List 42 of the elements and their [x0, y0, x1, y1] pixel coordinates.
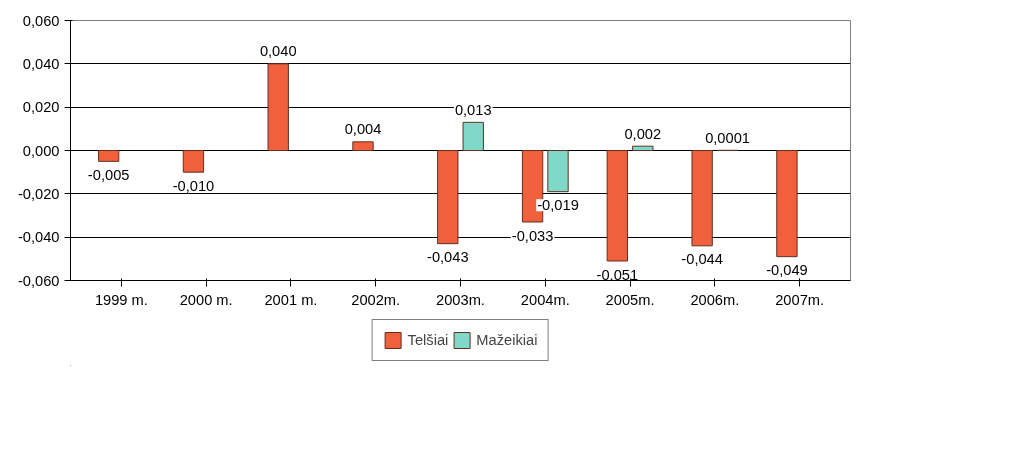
- y-tick-label: 0,040: [22, 55, 60, 72]
- y-tick-label: -0,040: [17, 229, 60, 246]
- data-label: 0,004: [344, 121, 382, 138]
- data-label: -0,033: [511, 227, 554, 244]
- y-tick-label: -0,020: [17, 185, 60, 202]
- x-tick-label: 2004m.: [520, 291, 570, 308]
- x-tick-label: 2003m.: [436, 291, 485, 308]
- x-tick-label: 2007m.: [775, 291, 825, 308]
- x-tick-label: 2002m.: [351, 291, 401, 308]
- data-label: -0,019: [537, 197, 579, 214]
- bar: [267, 63, 289, 151]
- x-tick-label: 2006m.: [690, 291, 740, 308]
- data-label: -0,044: [681, 251, 723, 268]
- legend-label: Mažeikiai: [476, 332, 538, 348]
- bar: [547, 150, 569, 193]
- y-tick-label: 0,000: [22, 142, 60, 159]
- bar: [691, 150, 713, 247]
- bar: [632, 145, 654, 151]
- y-tick-label: 0,020: [22, 99, 60, 116]
- data-label: -0,051: [596, 266, 639, 283]
- bar: [776, 150, 798, 258]
- x-tick-label: 2000 m.: [179, 291, 233, 308]
- x-tick-label: 1999 m.: [94, 291, 148, 308]
- legend-label: Telšiai: [407, 332, 449, 348]
- data-label: 0,040: [259, 43, 297, 60]
- bar: [462, 121, 484, 151]
- data-label: 0,0001: [705, 129, 750, 146]
- bar: [97, 150, 120, 162]
- x-tick-label: 2001 m.: [264, 291, 318, 308]
- data-label: -0,010: [172, 177, 215, 194]
- bar: [182, 150, 205, 173]
- data-label: -0,049: [766, 262, 808, 279]
- data-label: 0,013: [454, 101, 492, 118]
- data-label: 0,002: [624, 125, 662, 142]
- data-label: -0,043: [427, 249, 469, 266]
- x-tick-label: 2005m.: [605, 291, 655, 308]
- bar: [606, 150, 629, 262]
- bar: [437, 150, 459, 245]
- bar: [352, 141, 374, 151]
- y-tick-label: -0,060: [17, 272, 60, 289]
- y-tick-label: 0,060: [22, 12, 60, 29]
- data-label: -0,005: [87, 166, 130, 183]
